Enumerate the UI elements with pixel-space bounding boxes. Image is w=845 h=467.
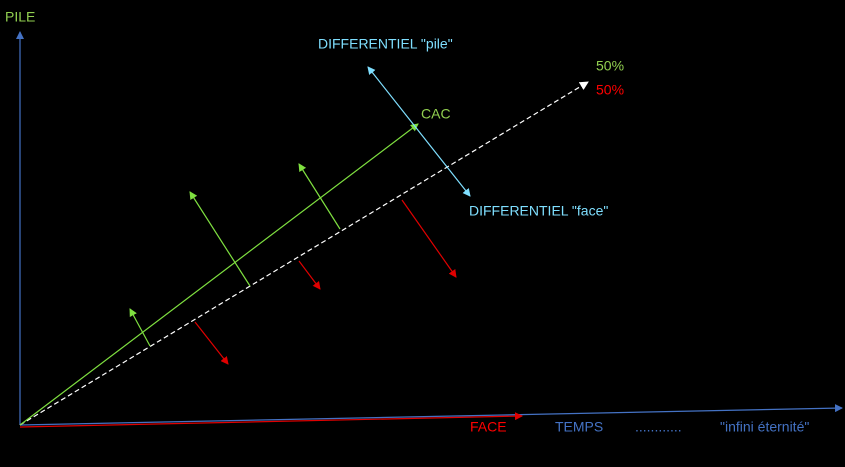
x-axis (19, 404, 843, 426)
face-small-arrow (298, 260, 321, 290)
x-label: ............ (635, 419, 682, 435)
trend-line (19, 81, 589, 426)
x-label: "infini éternité" (720, 419, 809, 435)
trend-label: 50% (596, 82, 624, 98)
differential-label: DIFFERENTIEL "pile" (318, 36, 453, 52)
y-axis-label: PILE (5, 9, 35, 25)
pile-arrow (129, 308, 151, 347)
pile-arrow (298, 163, 341, 230)
differential-label: DIFFERENTIEL "face" (469, 203, 608, 219)
trend-label: 50% (596, 58, 624, 74)
differential-arrow (367, 66, 471, 197)
face-small-arrow (401, 199, 457, 278)
cac-line (19, 123, 419, 426)
x-label: FACE (470, 419, 507, 435)
face-small-arrow (194, 321, 229, 365)
face-arrow (19, 412, 523, 428)
cac-label: CAC (421, 106, 451, 122)
x-label: TEMPS (555, 419, 603, 435)
pile-arrow (189, 191, 251, 287)
